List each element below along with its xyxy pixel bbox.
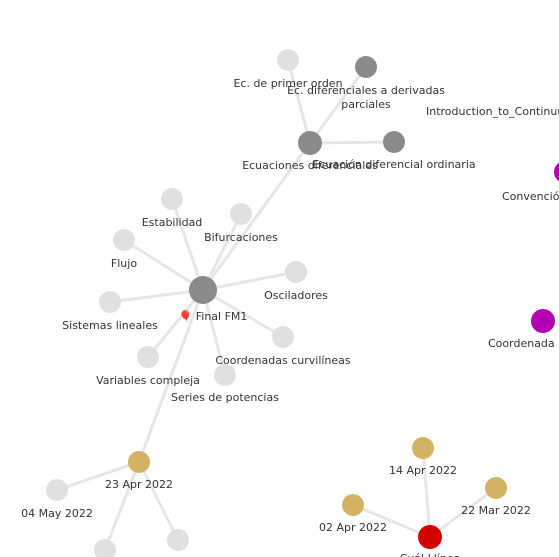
graph-node-label-ecpar: Ec. diferenciales a derivadas parciales (287, 84, 445, 111)
graph-edge-final-series (201, 288, 227, 377)
graph-node-d23apr[interactable] (128, 451, 150, 473)
graph-node-label-red: Cuál Llínea (400, 552, 461, 557)
graph-edge-d23apr-n_b1 (103, 460, 141, 552)
graph-node-label-d14apr: 14 Apr 2022 (389, 464, 457, 477)
graph-edge-red-d14apr (421, 446, 432, 539)
graph-node-conv[interactable] (554, 161, 559, 183)
graph-node-label-conv: Convención (502, 190, 559, 203)
graph-node-label-d04may: 04 May 2022 (21, 507, 93, 520)
labels-layer: 🎈 Final FM1 Ecuaciones diferenciales Ec. d… (21, 77, 559, 557)
graph-node-flujo[interactable] (113, 229, 135, 251)
graph-edge-d23apr-n_b2 (137, 460, 180, 542)
graph-node-red[interactable] (418, 525, 442, 549)
graph-node-ecprim[interactable] (277, 49, 299, 71)
graph-node-d02apr[interactable] (342, 494, 364, 516)
graph-edge-red-d22mar (428, 486, 498, 539)
graph-edge-d23apr-d04may (55, 460, 141, 492)
graph-edge-final-estab (170, 197, 205, 292)
graph-node-series[interactable] (214, 364, 236, 386)
graph-node-d22mar[interactable] (485, 477, 507, 499)
graph-node-n_b1[interactable] (94, 539, 116, 557)
graph-node-n_b2[interactable] (167, 529, 189, 551)
graph-node-d14apr[interactable] (412, 437, 434, 459)
graph-node-label-flujo: Flujo (111, 257, 137, 270)
graph-node-estab[interactable] (161, 188, 183, 210)
graph-edge-final-flujo (122, 238, 205, 292)
graph-node-final[interactable] (189, 276, 217, 304)
graph-node-label-ecord: Ecuación diferencial ordinaria (312, 158, 475, 171)
graph-node-varcomp[interactable] (137, 346, 159, 368)
graph-edge-final-ecdif (201, 141, 312, 292)
graph-node-label-ecdif: Ecuaciones diferenciales (242, 159, 378, 172)
graph-node-label-bifur: Bifurcaciones (204, 231, 278, 244)
graph-node-coordcurv[interactable] (272, 326, 294, 348)
graph-edge-final-d23apr (137, 288, 205, 464)
graph-edge-ecdif-ecprim (286, 58, 312, 145)
edges-layer (55, 58, 498, 552)
graph-node-label-d22mar: 22 Mar 2022 (461, 504, 531, 517)
nodes-layer (46, 49, 559, 557)
graph-edge-red-d02apr (351, 503, 432, 539)
graph-edge-ecdif-ecord (308, 140, 396, 145)
graph-node-label-series: Series de potencias (171, 391, 279, 404)
graph-node-oscil[interactable] (285, 261, 307, 283)
graph-node-label-final: 🎈 Final FM1 (179, 309, 248, 323)
graph-edge-final-varcomp (146, 288, 205, 359)
graph-edge-final-oscil (201, 270, 298, 292)
graph-node-ecord[interactable] (383, 131, 405, 153)
graph-node-label-ecprim: Ec. de primer orden (233, 77, 342, 90)
graph-node-label-intro: Introduction_to_Continuu (426, 105, 559, 118)
graph-node-label-estab: Estabilidad (142, 216, 203, 229)
graph-node-label-coordcurv: Coordenadas curvilíneas (215, 354, 351, 367)
graph-node-label-d02apr: 02 Apr 2022 (319, 521, 387, 534)
graph-node-d04may[interactable] (46, 479, 68, 501)
graph-edge-ecdif-ecpar (308, 65, 368, 145)
graph-node-label-d23apr: 23 Apr 2022 (105, 478, 173, 491)
graph-node-label-coord: Coordenada n (488, 337, 559, 350)
graph-edge-final-coordcurv (201, 288, 285, 339)
graph-node-label-sislin: Sistemas lineales (62, 319, 158, 332)
graph-edge-final-sislin (108, 288, 205, 304)
graph-edge-final-bifur (201, 212, 243, 292)
graph-node-bifur[interactable] (230, 203, 252, 225)
graph-node-label-varcomp: Variables compleja (96, 374, 200, 387)
graph-node-sislin[interactable] (99, 291, 121, 313)
graph-node-ecpar[interactable] (355, 56, 377, 78)
graph-node-coord[interactable] (531, 309, 555, 333)
graph-node-label-oscil: Osciladores (264, 289, 328, 302)
graph-node-ecdif[interactable] (298, 131, 322, 155)
